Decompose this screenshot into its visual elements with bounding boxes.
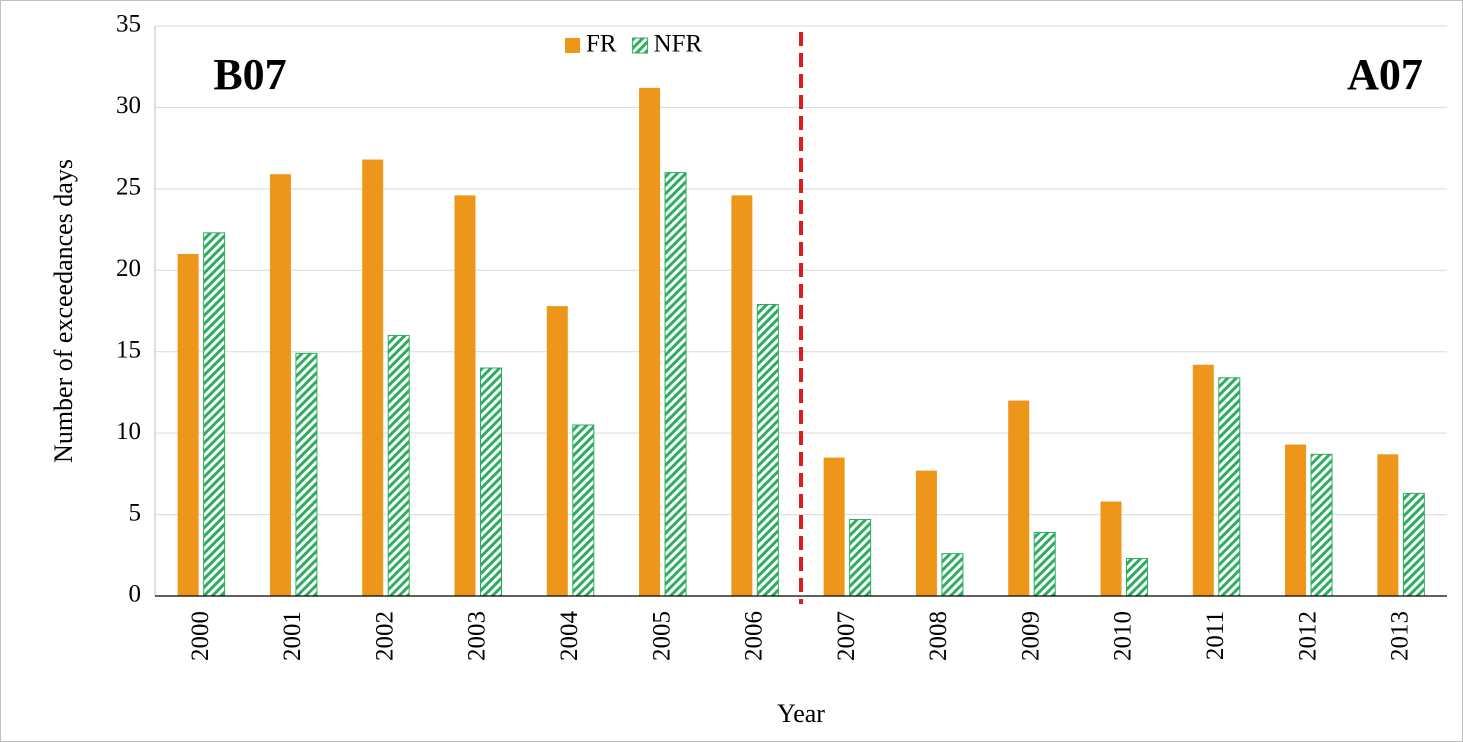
bar (941, 553, 964, 597)
y-tick-label: 25 (116, 174, 141, 201)
y-tick-label: 5 (129, 499, 142, 526)
bar (1285, 444, 1307, 596)
x-tick-label: 2002 (371, 611, 398, 661)
bar (454, 195, 476, 596)
x-tick-label: 2006 (741, 611, 768, 661)
bar (480, 367, 502, 597)
legend-swatch (565, 38, 580, 53)
y-tick-label: 15 (116, 336, 141, 363)
bar (823, 457, 845, 596)
bar (664, 172, 687, 597)
bar (1033, 531, 1056, 597)
bar (1402, 492, 1425, 597)
x-tick-label: 2009 (1017, 611, 1044, 661)
legend-label: FR (586, 31, 617, 58)
y-axis-title: Number of exceedances days (49, 159, 78, 463)
x-tick-label: 2003 (464, 611, 491, 661)
x-axis-title: Year (777, 699, 825, 728)
bar (546, 306, 568, 596)
bar (1192, 364, 1214, 596)
y-tick-label: 0 (129, 581, 142, 608)
bar (387, 334, 410, 597)
bar (849, 518, 872, 597)
y-tick-label: 20 (116, 255, 141, 282)
legend-swatch (632, 37, 649, 54)
bar (572, 424, 595, 597)
bar (1377, 454, 1399, 596)
bar (1100, 501, 1122, 596)
bar (1126, 558, 1148, 597)
bar (269, 174, 291, 596)
annotation: B07 (213, 50, 286, 99)
y-tick-label: 35 (116, 11, 141, 38)
bar (177, 254, 199, 596)
bar (756, 303, 779, 597)
x-tick-label: 2013 (1387, 611, 1414, 661)
x-tick-label: 2010 (1110, 611, 1137, 661)
legend-label: NFR (654, 31, 703, 58)
x-tick-label: 2000 (187, 611, 214, 661)
bar (1008, 400, 1030, 596)
bar (1218, 377, 1241, 597)
annotation: A07 (1347, 50, 1423, 99)
x-tick-label: 2011 (1202, 611, 1229, 660)
bar (203, 232, 226, 597)
bar (1310, 453, 1333, 597)
bar (362, 159, 384, 597)
x-tick-label: 2001 (279, 611, 306, 661)
x-tick-label: 2008 (925, 611, 952, 661)
y-tick-label: 10 (116, 418, 141, 445)
bar (295, 352, 318, 597)
x-tick-label: 2012 (1294, 611, 1321, 661)
bar (731, 195, 753, 596)
bar (915, 470, 937, 596)
x-tick-label: 2007 (833, 611, 860, 661)
x-tick-label: 2005 (648, 611, 675, 661)
y-tick-label: 30 (116, 92, 141, 119)
x-tick-label: 2004 (556, 611, 583, 662)
bar (639, 87, 661, 596)
